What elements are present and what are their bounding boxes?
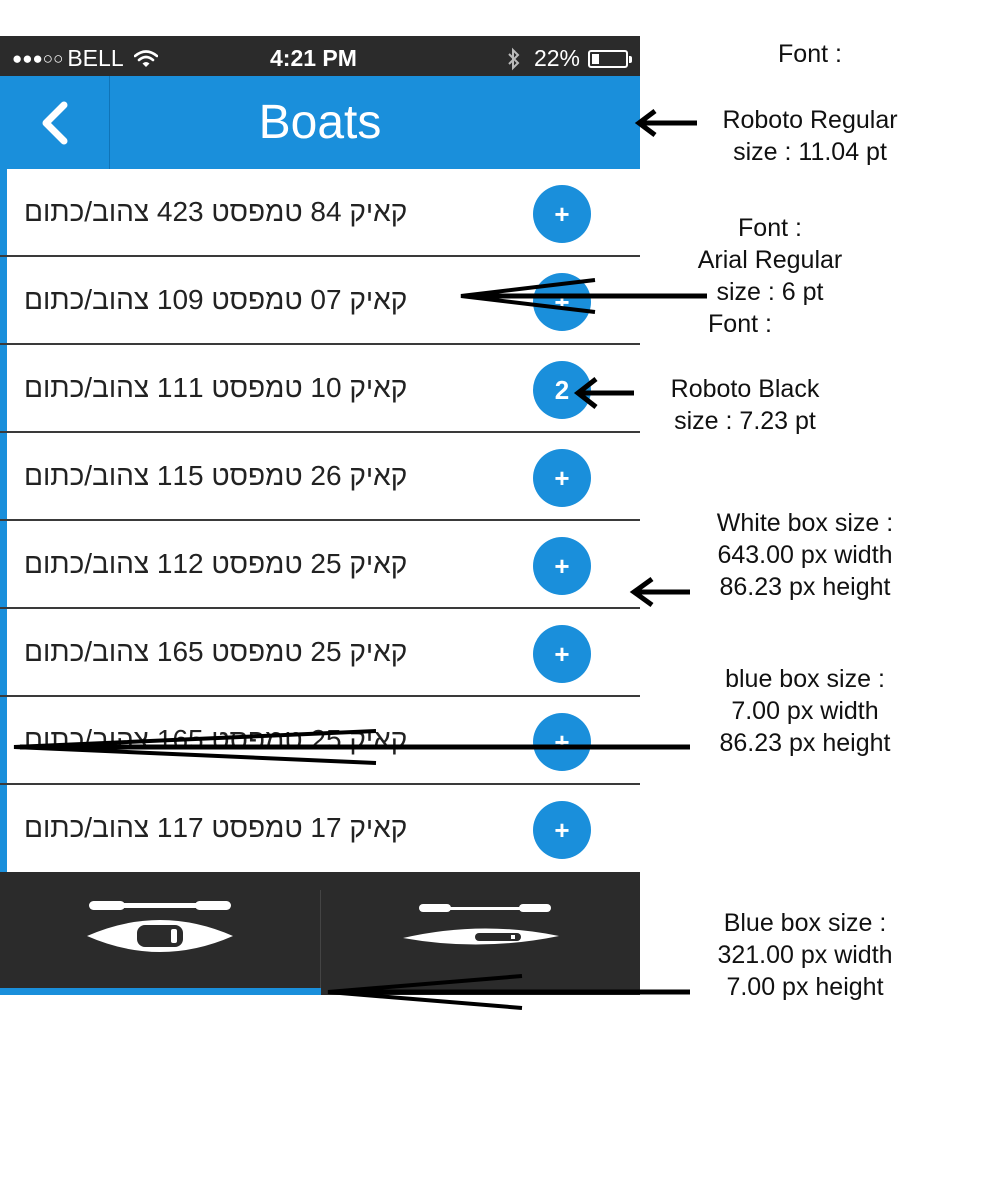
boat-label: קאיק 10 טמפסט 111 צהוב/כתום [24, 372, 408, 403]
add-boat-button[interactable]: + [533, 185, 591, 243]
annotation-line: Font : [708, 310, 772, 338]
boat-label: קאיק 25 טמפסט 112 צהוב/כתום [24, 548, 408, 579]
tab-divider [320, 890, 321, 988]
kayak-side-view-icon [403, 904, 559, 945]
add-boat-button[interactable]: + [533, 449, 591, 507]
status-right: 22% [506, 45, 632, 72]
list-accent-bar [0, 169, 7, 873]
annotation-line: 7.00 px height [726, 973, 884, 1001]
annotation-line: Blue box size : [723, 909, 887, 937]
annotation-line: 86.23 px height [719, 573, 891, 601]
annotation-line: blue box size : [725, 665, 885, 693]
annotation-line: 643.00 px width [717, 541, 893, 569]
boat-label: קאיק 17 טמפסט 117 צהוב/כתום [24, 812, 408, 843]
annotation-line: size : 11.04 pt [733, 138, 887, 166]
boat-label: קאיק 84 טמפסט 423 צהוב/כתום [24, 196, 408, 227]
annotation-arrow [460, 278, 707, 314]
annotation-line: size : 6 pt [716, 278, 824, 306]
annotation-title-font: Font : Roboto Regular size : 11.04 pt [700, 38, 920, 168]
boat-row[interactable]: קאיק 26 טמפסט 115 צהוב/כתום + [0, 433, 640, 521]
kayak-top-view-icon [87, 901, 233, 952]
annotation-arrow [327, 974, 690, 1010]
annotation-blue-box: blue box size : 7.00 px width 86.23 px h… [690, 663, 920, 759]
battery-icon [588, 49, 632, 68]
annotation-line: 321.00 px width [717, 941, 893, 969]
annotation-label-font: Font : Arial Regular size : 6 pt [660, 212, 880, 308]
add-boat-button[interactable]: + [533, 625, 591, 683]
annotation-white-box: White box size : 643.00 px width 86.23 p… [690, 507, 920, 603]
annotation-arrow [573, 377, 634, 409]
add-boat-button[interactable]: + [533, 537, 591, 595]
signal-dots: ●●●○○ [12, 48, 64, 68]
annotation-line: size : 7.23 pt [674, 407, 816, 435]
boat-label: קאיק 07 טמפסט 109 צהוב/כתום [24, 284, 408, 315]
annotation-arrow [13, 729, 690, 765]
boat-row[interactable]: קאיק 84 טמפסט 423 צהוב/כתום + [0, 169, 640, 257]
boat-row[interactable]: קאיק 25 טמפסט 165 צהוב/כתום + [0, 609, 640, 697]
back-button[interactable] [0, 76, 110, 169]
annotation-line: Font : [738, 214, 802, 242]
boat-list: קאיק 84 טמפסט 423 צהוב/כתום + קאיק 07 טמ… [0, 169, 640, 873]
annotation-line: 86.23 px height [719, 729, 891, 757]
boat-row[interactable]: קאיק 10 טמפסט 111 צהוב/כתום 2 [0, 345, 640, 433]
boat-row[interactable]: קאיק 25 טמפסט 112 צהוב/כתום + [0, 521, 640, 609]
battery-percent: 22% [533, 45, 580, 71]
annotation-arrow [629, 576, 690, 608]
tab-kayak-side[interactable] [321, 872, 641, 988]
boat-row[interactable]: קאיק 17 טמפסט 117 צהוב/כתום + [0, 785, 640, 873]
status-time: 4:21 PM [270, 45, 357, 71]
wifi-icon [133, 49, 158, 67]
phone-screen: ●●●○○ BELL 4:21 PM 22% Boats [0, 36, 640, 996]
bluetooth-icon [508, 47, 520, 70]
tab-bar [0, 872, 640, 995]
annotation-line: White box size : [716, 509, 894, 537]
add-boat-button[interactable]: + [533, 801, 591, 859]
annotation-badge-font: Font : Roboto Black size : 7.23 pt [640, 308, 850, 437]
annotation-line: Arial Regular [697, 246, 843, 274]
annotation-line: Font : [778, 40, 842, 68]
carrier-info: ●●●○○ BELL [12, 45, 158, 72]
tab-kayak-top[interactable] [0, 872, 320, 988]
page-title: Boats [258, 96, 382, 149]
annotation-tab-box: Blue box size : 321.00 px width 7.00 px … [690, 907, 920, 1003]
annotation-line: 7.00 px width [731, 697, 879, 725]
boat-label: קאיק 26 טמפסט 115 צהוב/כתום [24, 460, 408, 491]
boat-row[interactable]: קאיק 07 טמפסט 109 צהוב/כתום + [0, 257, 640, 345]
nav-bar: Boats [0, 76, 640, 169]
battery-fill [592, 53, 599, 64]
tab-selected-indicator [0, 988, 321, 995]
annotation-line: Roboto Regular [722, 106, 898, 134]
annotation-arrow [634, 109, 697, 137]
carrier-name: BELL [67, 45, 124, 71]
annotation-line: Roboto Black [670, 375, 820, 403]
boat-label: קאיק 25 טמפסט 165 צהוב/כתום [24, 636, 408, 667]
chevron-left-icon [42, 101, 67, 144]
status-bar: ●●●○○ BELL 4:21 PM 22% [0, 36, 640, 76]
